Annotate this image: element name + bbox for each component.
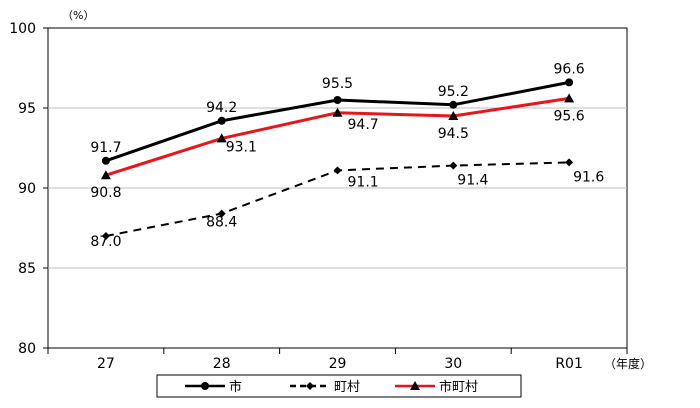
data-label: 95.6 (554, 108, 585, 124)
y-tick-label: 95 (18, 101, 36, 117)
data-point (564, 93, 575, 103)
x-axis: 27 28 29 30 R01 (47, 348, 628, 372)
data-point (100, 170, 111, 180)
data-point (216, 133, 227, 143)
legend-label: 市町村 (439, 379, 478, 395)
data-point (333, 96, 342, 104)
grid-lines (48, 107, 627, 269)
data-label: 95.2 (438, 84, 469, 100)
series-2 (101, 158, 574, 240)
x-unit-label: （年度） (604, 356, 652, 371)
series-group (100, 78, 575, 240)
data-labels: 91.7 94.2 95.5 95.2 96.6 87.0 88.4 91.1 91.4 91.6… (90, 61, 604, 250)
legend-marker (410, 381, 420, 390)
x-tick-label: R01 (555, 356, 583, 372)
y-tick-label: 100 (9, 21, 36, 37)
x-tick-label: 27 (97, 356, 115, 372)
legend-label: 町村 (334, 380, 360, 395)
data-label: 91.4 (457, 173, 488, 189)
legend-item: 町村 (290, 380, 360, 395)
data-label: 96.6 (554, 61, 585, 77)
x-tick-label: 29 (329, 356, 347, 372)
y-axis: 80 85 90 95 100 (9, 21, 48, 357)
data-label: 95.5 (322, 76, 353, 92)
data-label: 88.4 (206, 215, 237, 231)
y-tick-label: 85 (18, 261, 36, 277)
data-label: 90.8 (90, 185, 121, 201)
data-point (332, 107, 343, 117)
data-label: 94.5 (438, 126, 469, 142)
legend: 市町村 市町村 (156, 374, 522, 398)
x-tick-label: 28 (213, 356, 231, 372)
y-unit-label: （%） (62, 9, 94, 22)
data-label: 91.7 (90, 140, 121, 156)
data-label: 93.1 (226, 139, 257, 155)
data-point (449, 100, 458, 109)
data-point (217, 116, 226, 125)
legend-marker (306, 382, 314, 390)
data-point (565, 78, 574, 87)
x-tick-label: 30 (444, 356, 462, 372)
data-label: 94.7 (348, 117, 379, 133)
data-point (333, 166, 342, 175)
y-tick-label: 90 (18, 181, 36, 197)
legend-marker (201, 382, 209, 390)
data-point (449, 161, 458, 170)
series-line (105, 80, 570, 163)
data-point (217, 209, 226, 218)
data-label: 87.0 (90, 234, 121, 250)
legend-item: 市町村 (395, 379, 478, 395)
data-label: 94.2 (206, 100, 237, 116)
legend-item: 市 (185, 379, 242, 395)
data-label: 91.6 (573, 169, 604, 185)
data-point (565, 158, 574, 167)
series-3 (100, 93, 575, 180)
series-1 (101, 78, 574, 165)
data-point (101, 232, 110, 240)
data-label: 91.1 (348, 174, 379, 190)
data-point (101, 156, 110, 165)
legend-label: 市 (229, 379, 242, 395)
legend-box (156, 374, 522, 398)
data-point (448, 111, 459, 120)
y-tick-label: 80 (18, 341, 36, 357)
